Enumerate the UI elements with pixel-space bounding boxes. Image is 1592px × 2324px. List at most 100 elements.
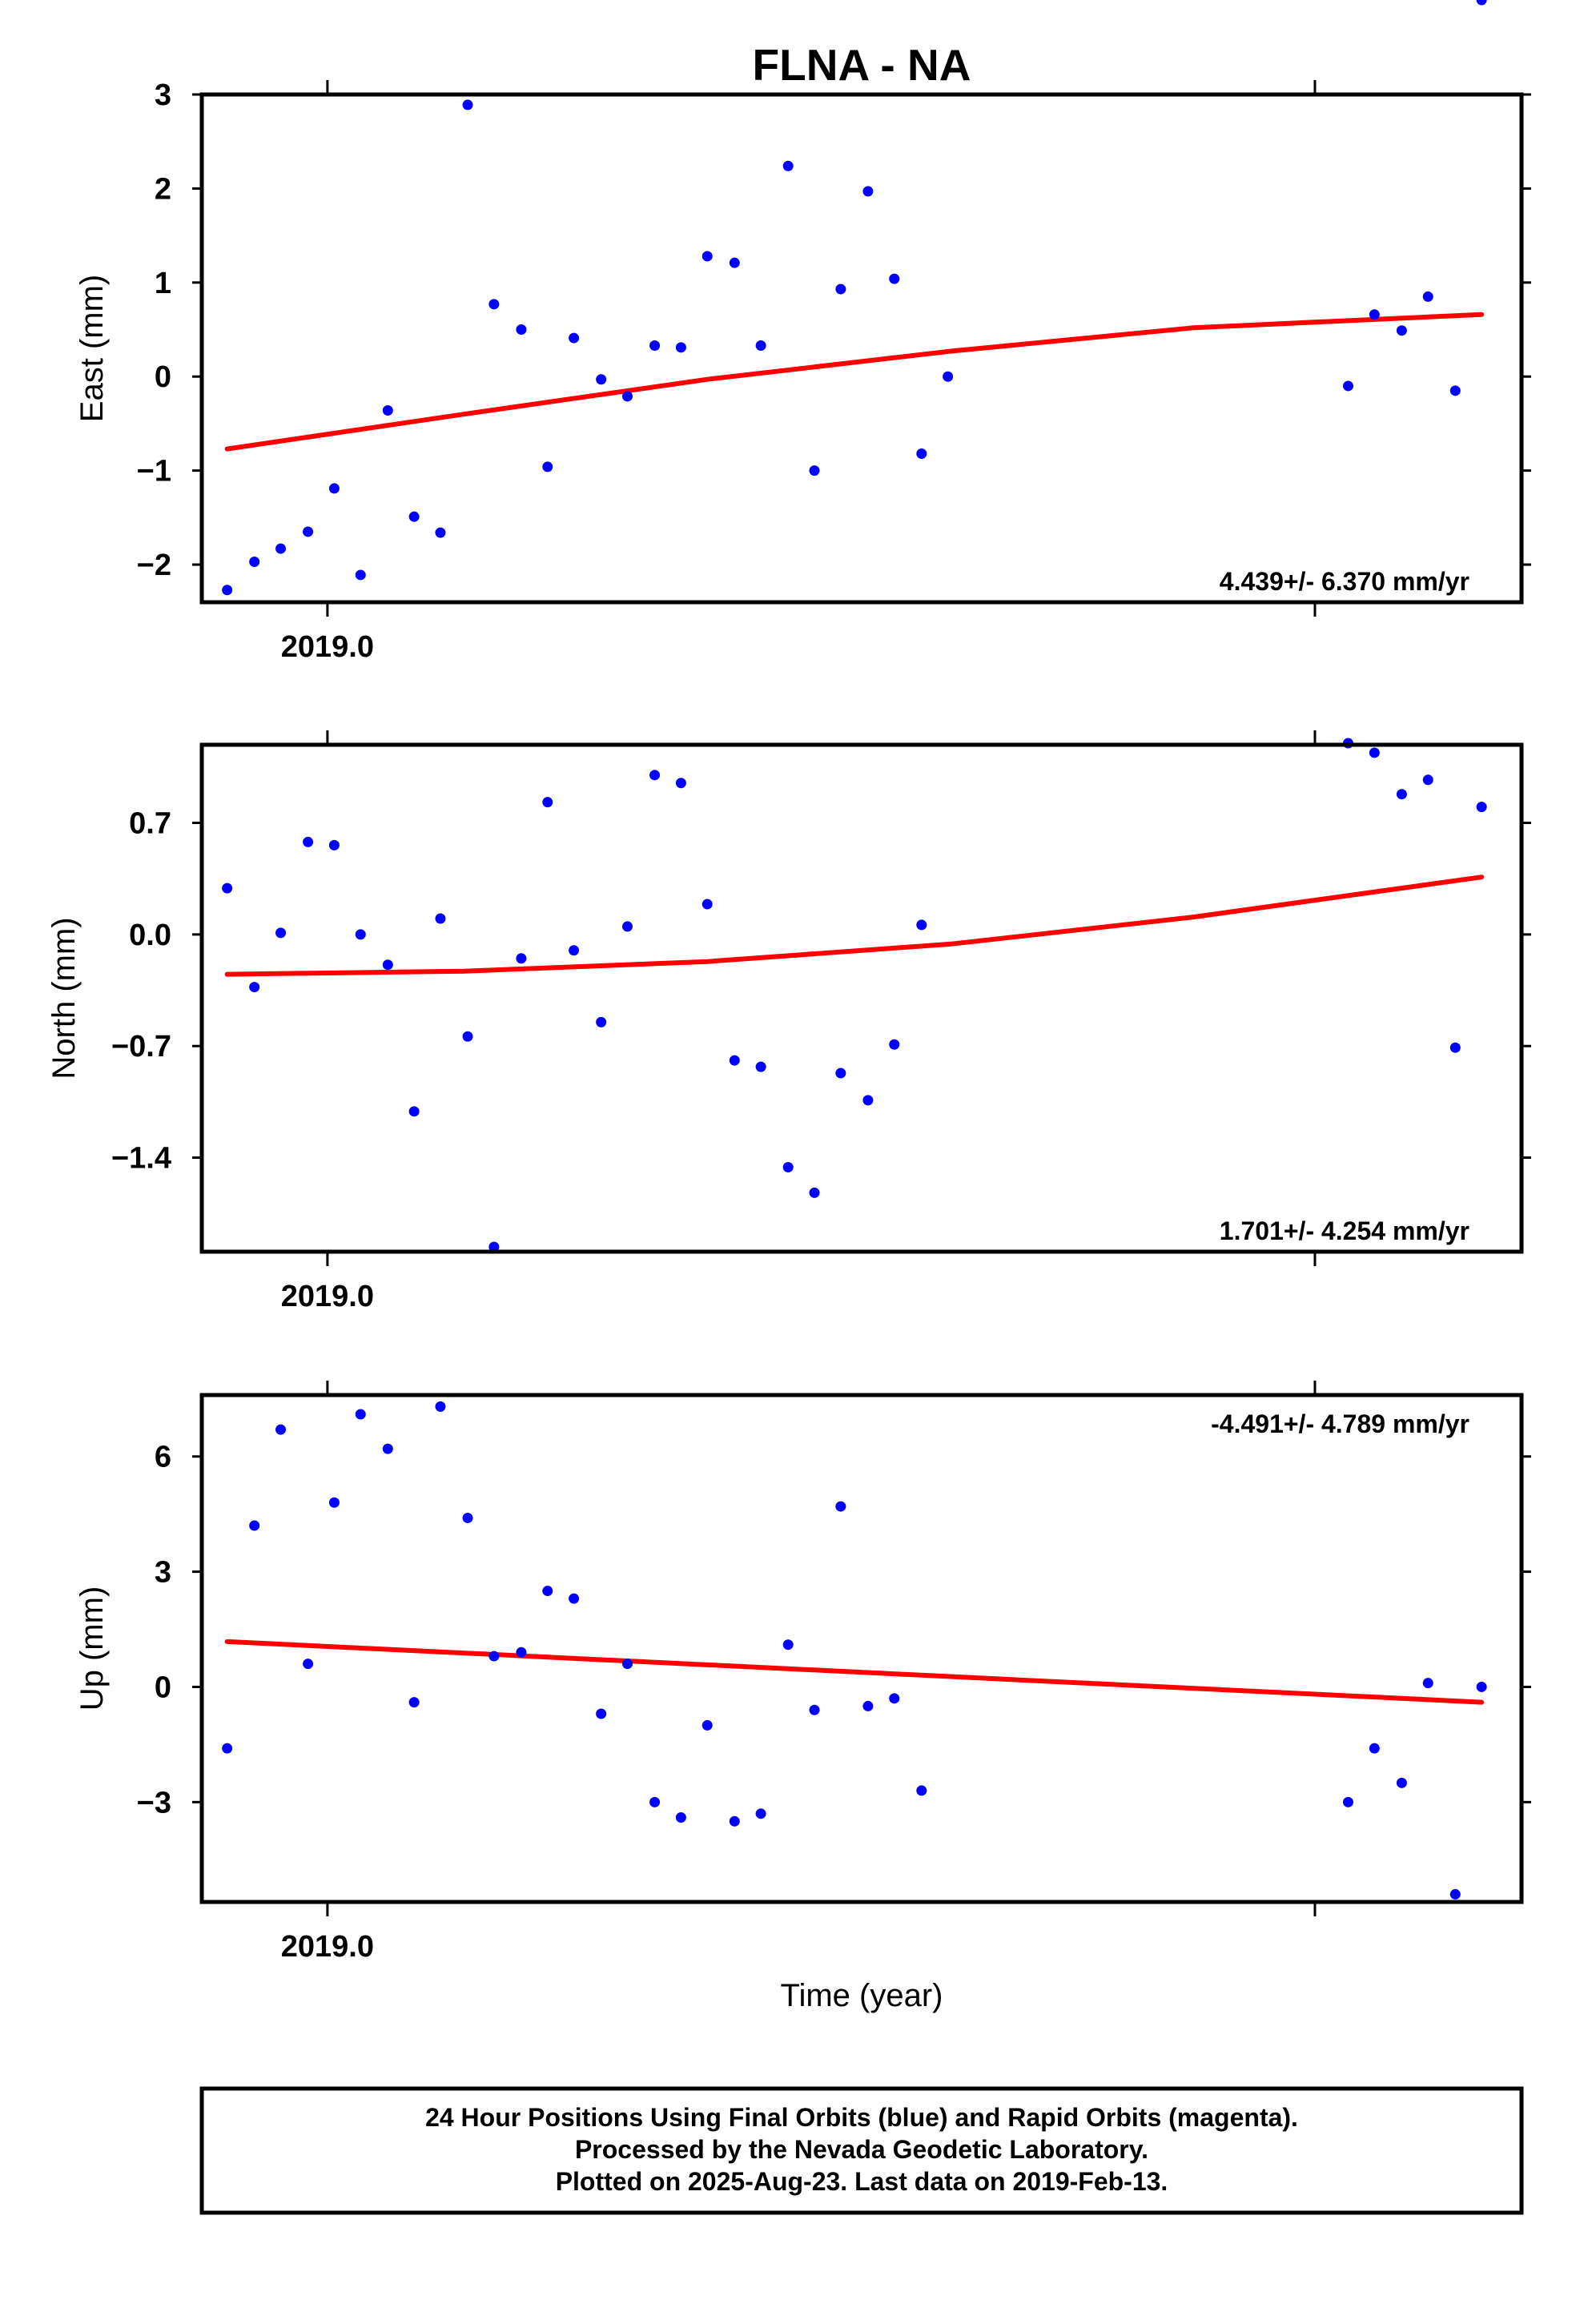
data-point xyxy=(1449,385,1461,396)
data-point xyxy=(488,1241,500,1252)
data-point xyxy=(755,1061,766,1072)
data-point xyxy=(382,404,393,416)
data-point xyxy=(275,1424,287,1435)
data-point xyxy=(249,1520,260,1531)
data-point xyxy=(222,1743,233,1754)
data-point xyxy=(596,1016,607,1027)
data-point xyxy=(1422,1678,1433,1689)
data-point xyxy=(516,953,527,964)
data-point xyxy=(835,1501,846,1512)
footer-line-1: 24 Hour Positions Using Final Orbits (bl… xyxy=(425,2103,1298,2132)
y-tick-label: 0 xyxy=(155,1671,171,1704)
data-point xyxy=(835,1068,846,1079)
data-point xyxy=(462,99,473,111)
data-point xyxy=(862,186,874,197)
plot-frame xyxy=(199,742,1524,1254)
data-point xyxy=(408,1106,420,1117)
panels: 3 2 1 0 −1 −2 2019.0 East (mm) 4.439+/- 6.370 mm… xyxy=(46,0,1531,1964)
chart-title: FLNA - NA xyxy=(753,40,971,90)
data-point xyxy=(889,1693,900,1704)
data-point xyxy=(408,1697,420,1708)
plot-frame xyxy=(199,1393,1524,1904)
x-tick-label: 2019.0 xyxy=(281,1280,374,1313)
data-point xyxy=(1476,0,1487,6)
data-point xyxy=(1369,1743,1380,1754)
data-point xyxy=(1422,774,1433,786)
data-point xyxy=(1343,380,1354,392)
data-point xyxy=(542,797,553,808)
rate-label: 4.439+/- 6.370 mm/yr xyxy=(1220,567,1469,596)
footer-line-3: Plotted on 2025-Aug-23. Last data on 201… xyxy=(556,2167,1168,2196)
y-axis-label: East (mm) xyxy=(74,275,110,422)
data-point xyxy=(382,1443,393,1454)
data-point xyxy=(1369,309,1380,320)
data-point xyxy=(516,1647,527,1658)
y-tick-label: 0 xyxy=(155,360,171,394)
data-point xyxy=(355,929,366,940)
data-point xyxy=(943,371,954,382)
data-point xyxy=(755,1808,766,1819)
data-point xyxy=(862,1700,874,1711)
y-tick-label: −1.4 xyxy=(111,1142,171,1176)
data-point xyxy=(862,1095,874,1106)
data-point xyxy=(1396,325,1407,336)
data-point xyxy=(649,770,661,781)
data-point xyxy=(275,927,287,939)
data-point xyxy=(1476,1681,1487,1692)
x-axis-label: Time (year) xyxy=(781,1978,943,2013)
data-point xyxy=(462,1031,473,1042)
data-point xyxy=(355,569,366,581)
data-point xyxy=(702,899,713,910)
data-point xyxy=(569,945,580,956)
data-point xyxy=(249,557,260,568)
trend-line xyxy=(224,875,1485,977)
data-point xyxy=(222,585,233,596)
data-point xyxy=(809,1187,820,1198)
data-point xyxy=(916,919,927,931)
data-point xyxy=(889,1039,900,1050)
y-tick-label: 3 xyxy=(155,1556,171,1590)
data-point xyxy=(1396,789,1407,800)
x-tick-label: 2019.0 xyxy=(281,630,374,664)
up-panel: 6 3 0 −3 2019.0 Up (mm) -4.491+/- 4.789 mm/yr xyxy=(74,1381,1531,1964)
data-point xyxy=(328,1497,340,1508)
data-point xyxy=(649,1796,661,1807)
data-point xyxy=(355,1409,366,1420)
data-point xyxy=(729,1815,740,1827)
data-point xyxy=(809,465,820,476)
data-point xyxy=(729,257,740,268)
data-point xyxy=(569,1593,580,1604)
x-tick-label: 2019.0 xyxy=(281,1930,374,1964)
data-point xyxy=(408,511,420,522)
data-point xyxy=(596,374,607,385)
data-point xyxy=(729,1055,740,1066)
data-point xyxy=(569,332,580,344)
data-point xyxy=(249,982,260,993)
footer-frame xyxy=(199,2086,1524,2215)
data-point xyxy=(675,342,686,353)
data-point xyxy=(435,527,446,538)
data-point xyxy=(1476,802,1487,813)
y-tick-label: 6 xyxy=(155,1441,171,1474)
trend-line xyxy=(224,312,1485,452)
data-point xyxy=(1396,1777,1407,1788)
y-tick-label: −1 xyxy=(137,455,171,489)
data-point xyxy=(782,160,794,171)
y-axis-label: North (mm) xyxy=(46,917,82,1079)
y-tick-label: 3 xyxy=(155,78,171,112)
data-point xyxy=(303,526,314,537)
data-point xyxy=(1449,1042,1461,1053)
y-tick-label: −0.7 xyxy=(111,1030,171,1063)
data-point xyxy=(303,836,314,847)
y-tick-label: 0.0 xyxy=(129,919,171,952)
rate-label: -4.491+/- 4.789 mm/yr xyxy=(1211,1409,1469,1438)
data-point xyxy=(702,1719,713,1731)
data-point xyxy=(809,1704,820,1715)
y-axis-label: Up (mm) xyxy=(74,1586,110,1711)
data-point xyxy=(1449,1888,1461,1900)
data-point xyxy=(596,1708,607,1719)
data-point xyxy=(303,1659,314,1670)
north-panel: 0.7 0.0 −0.7 −1.4 2019.0 North (mm) 1.701+/- 4… xyxy=(46,730,1531,1313)
data-point xyxy=(542,461,553,472)
